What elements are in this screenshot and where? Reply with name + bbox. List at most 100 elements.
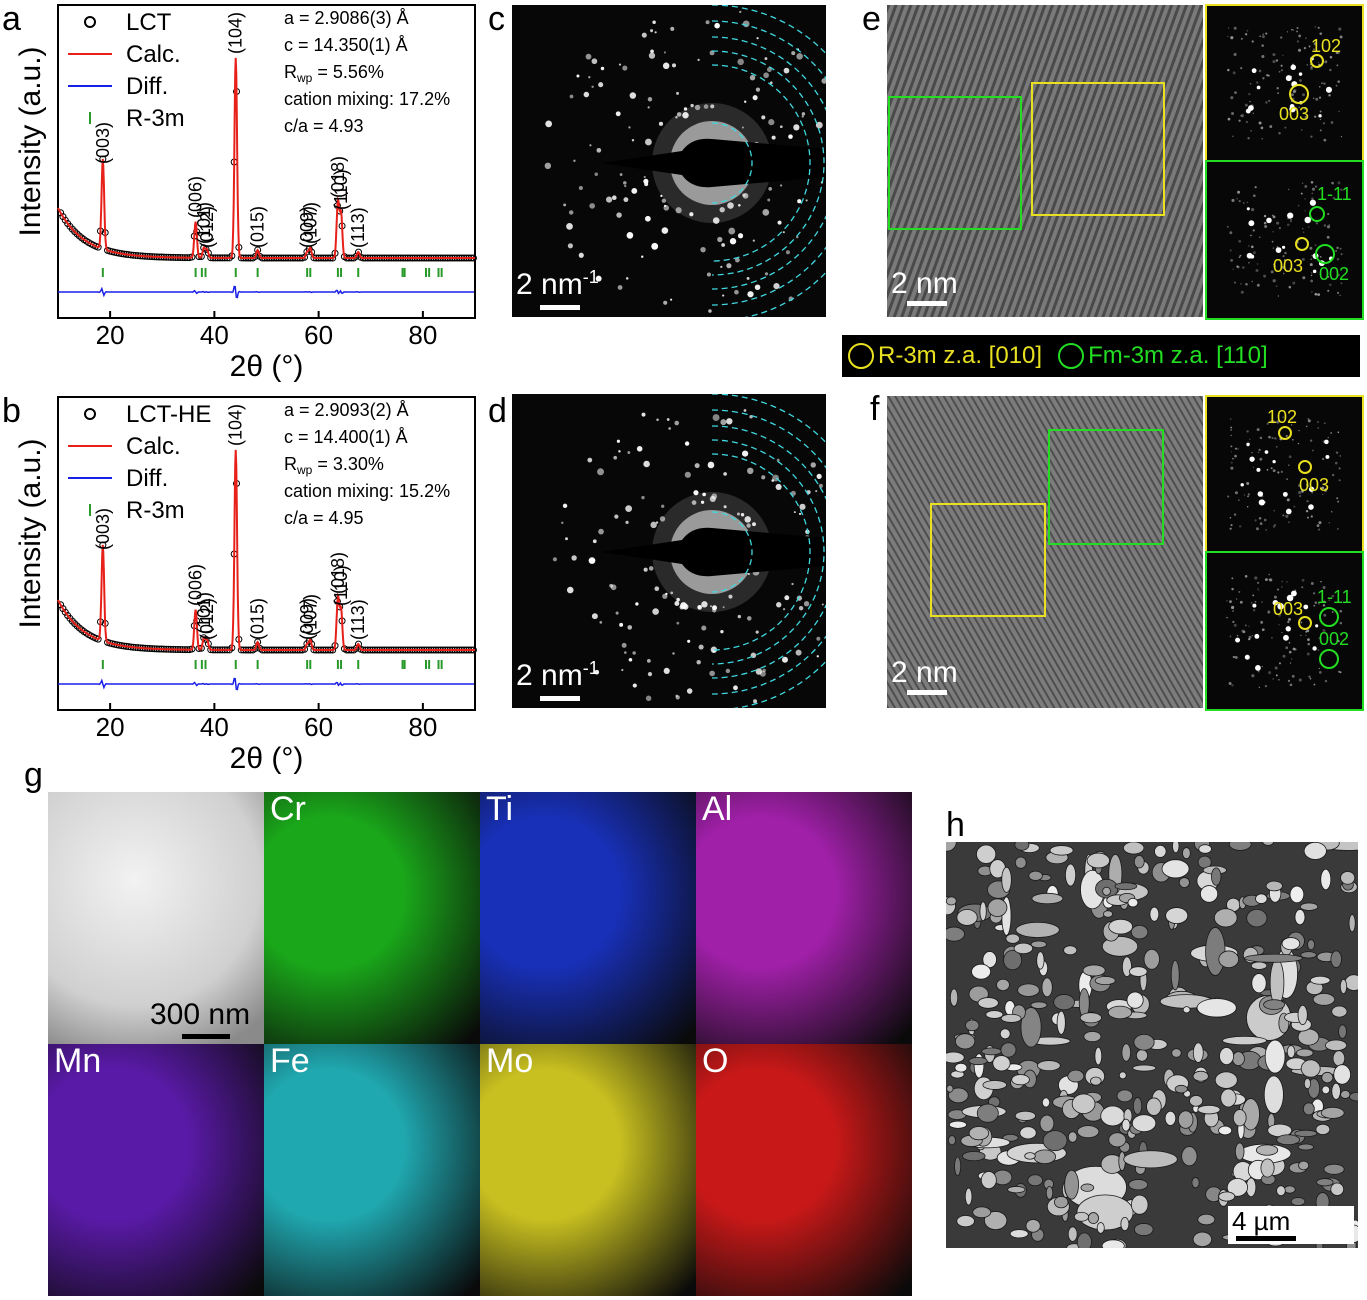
particle — [1049, 845, 1074, 856]
fft-noise — [1276, 588, 1280, 591]
fft-noise — [1254, 576, 1258, 580]
fft-noise — [1248, 92, 1251, 96]
fft-noise — [1278, 678, 1280, 681]
fft-spot — [1277, 603, 1284, 610]
particle — [1214, 1071, 1238, 1089]
fft-noise — [1239, 525, 1242, 528]
fft-noise — [1228, 681, 1232, 685]
diffraction-spot — [717, 236, 723, 243]
fft-noise — [1311, 187, 1316, 191]
particle — [992, 1055, 1011, 1072]
saed-rings-c — [544, 5, 826, 317]
particle — [1128, 1179, 1149, 1191]
fft-noise — [1236, 265, 1239, 268]
diffraction-spot — [772, 474, 780, 482]
fft-noise — [1245, 282, 1248, 286]
diffraction-spot — [609, 583, 614, 588]
diffraction-spot — [650, 29, 654, 33]
diffraction-spot — [614, 514, 619, 519]
diffraction-spot — [762, 209, 770, 216]
panel-letter-a: a — [2, 0, 21, 38]
fft-noise — [1285, 646, 1289, 650]
diffraction-spot — [737, 233, 744, 239]
particle — [1114, 882, 1138, 891]
fft-noise — [1275, 285, 1278, 287]
fft-noise — [1288, 521, 1290, 524]
element-label: Al — [702, 792, 733, 828]
particle — [1228, 842, 1252, 851]
fft-spot — [1308, 486, 1315, 492]
diffraction-spot — [625, 520, 629, 525]
fft-noise — [1301, 182, 1304, 184]
fft-noise — [1307, 419, 1311, 423]
particle — [946, 1051, 965, 1064]
diffraction-spot — [566, 223, 573, 230]
fft-spot — [1290, 590, 1297, 597]
diffraction-spot — [684, 441, 690, 446]
peak-label: (104) — [226, 12, 246, 54]
diffraction-spot — [623, 181, 627, 185]
diffraction-spot — [568, 210, 574, 215]
beam-stop — [602, 138, 826, 188]
diffraction-spot — [643, 460, 650, 468]
fft-noise — [1272, 215, 1276, 219]
particle — [1041, 1097, 1051, 1108]
particle — [1294, 909, 1306, 926]
diffraction-spot — [650, 49, 654, 54]
diffraction-spot — [720, 265, 723, 268]
element-label: Ti — [486, 792, 514, 828]
diffraction-spot — [768, 119, 775, 126]
particle — [1030, 1001, 1048, 1009]
fft-noise — [1321, 82, 1323, 85]
fft-noise — [1274, 666, 1278, 670]
diffraction-spot — [636, 446, 643, 452]
fft-noise — [1237, 190, 1241, 194]
y-axis-label: Intensity (a.u.) — [14, 46, 47, 236]
observed-point — [71, 620, 79, 628]
fft-noise — [1231, 684, 1234, 687]
fft-label: 003 — [1279, 104, 1310, 124]
fft-noise — [1339, 455, 1342, 457]
fft-noise — [1314, 185, 1318, 188]
diffraction-spot — [578, 252, 584, 258]
fft-noise — [1301, 93, 1306, 97]
diffraction-spot — [785, 250, 791, 255]
fft-noise — [1310, 279, 1314, 283]
particle — [1031, 892, 1064, 905]
observed-point — [94, 243, 102, 251]
fft-noise — [1251, 451, 1253, 454]
particle — [1090, 1076, 1102, 1086]
fft-noise — [1247, 493, 1251, 496]
diffraction-spot — [798, 512, 802, 515]
particle — [1121, 1043, 1132, 1062]
particle — [956, 1215, 975, 1228]
particle — [1000, 1042, 1017, 1058]
legend-label: R-3m — [126, 497, 185, 524]
diffraction-spot — [651, 242, 659, 250]
fft-noise — [1288, 455, 1292, 459]
fft-noise — [1284, 251, 1287, 255]
particle — [1027, 1174, 1044, 1187]
fft-noise — [1232, 610, 1234, 612]
diffraction-spot — [752, 239, 755, 242]
sem-particles — [946, 842, 1358, 1248]
diffraction-spot — [641, 32, 647, 38]
fft-noise — [1322, 122, 1325, 125]
fft-spot — [1285, 508, 1292, 515]
diffraction-spot — [746, 523, 751, 528]
fft-noise — [1229, 428, 1233, 432]
fft-noise — [1300, 621, 1303, 624]
particle — [1126, 991, 1144, 1009]
diffraction-spot — [652, 20, 656, 24]
fft-noise — [1250, 602, 1253, 604]
diffraction-spot — [595, 275, 602, 282]
particle — [981, 1047, 1002, 1056]
indexed-ring — [711, 36, 826, 290]
fft-noise — [1336, 497, 1339, 500]
particle — [1330, 1182, 1345, 1196]
fft-noise — [1331, 473, 1335, 477]
diffraction-spot — [700, 500, 705, 504]
fft-noise — [1272, 469, 1276, 473]
particle — [1332, 1050, 1346, 1067]
peak-label: (110) — [331, 169, 351, 210]
